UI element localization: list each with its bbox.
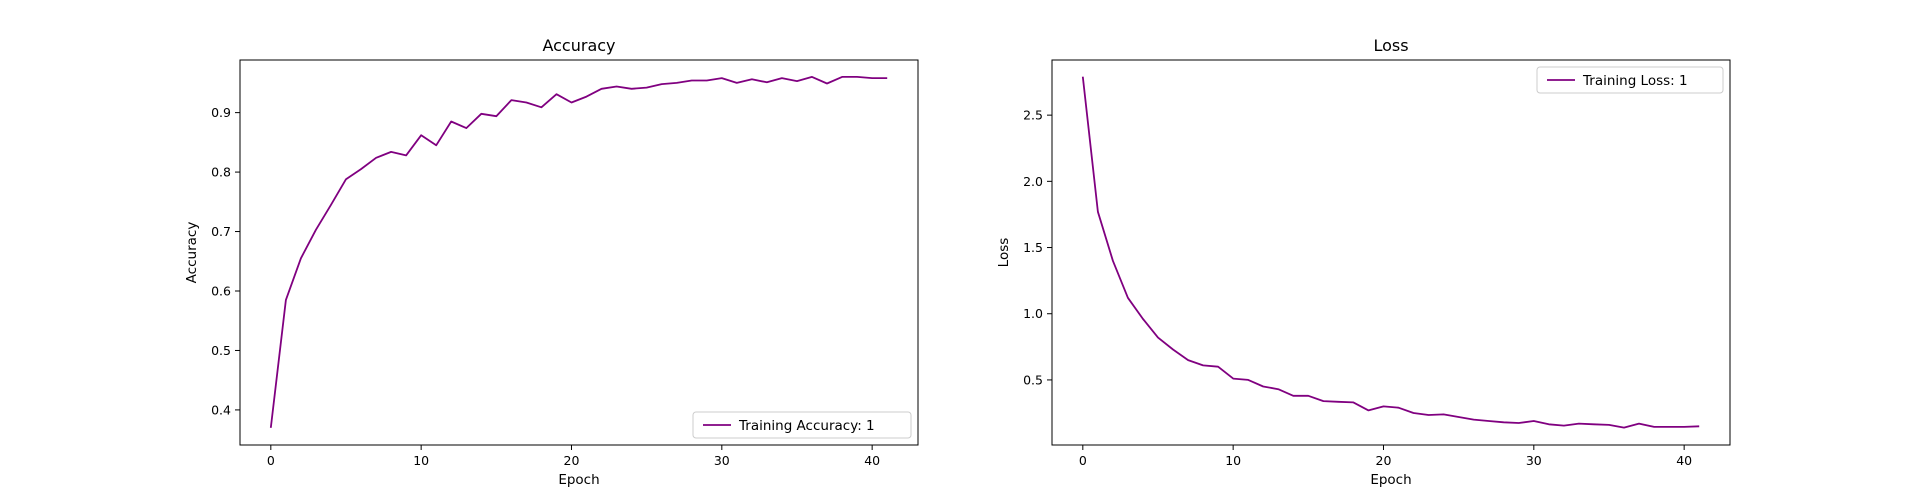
legend-label: Training Loss: 1: [1582, 73, 1688, 89]
legend-box: [1536, 66, 1724, 94]
x-tick-label: 0: [267, 453, 275, 468]
chart-title: Accuracy: [542, 36, 615, 55]
y-tick-label: 2.0: [1023, 174, 1043, 189]
series-line: [269, 76, 888, 428]
x-tick-label: 10: [1225, 453, 1241, 468]
x-tick-label: 40: [1676, 453, 1692, 468]
y-tick-label: 2.5: [1023, 108, 1043, 123]
y-tick-label: 1.5: [1023, 240, 1043, 255]
x-tick-label: 0: [1079, 453, 1087, 468]
x-tick-label: 20: [564, 453, 580, 468]
y-tick-label: 0.7: [211, 224, 231, 239]
x-axis-label: Epoch: [1370, 472, 1411, 488]
series-line: [1081, 76, 1700, 429]
x-axis-label: Epoch: [558, 472, 599, 488]
y-axis-label: Accuracy: [184, 222, 200, 284]
x-tick-label: 20: [1376, 453, 1392, 468]
x-tick-label: 30: [714, 453, 730, 468]
plot-frame: [239, 59, 919, 446]
plot-frame: [1051, 59, 1731, 446]
chart-title: Loss: [1373, 36, 1408, 55]
x-tick-label: 30: [1526, 453, 1542, 468]
y-tick-label: 0.9: [211, 105, 231, 120]
loss-chart: Loss 0 10 20 30 40 0.5 1.0 1.5 2.0 2.5 Epoch Loss Tra…: [996, 36, 1731, 488]
y-tick-label: 1.0: [1023, 306, 1043, 321]
y-axis-label: Loss: [996, 238, 1012, 268]
y-tick-label: 0.5: [1023, 372, 1043, 387]
y-tick-label: 0.5: [211, 343, 231, 358]
x-tick-label: 10: [413, 453, 429, 468]
y-tick-label: 0.6: [211, 284, 231, 299]
y-tick-label: 0.4: [211, 402, 231, 417]
x-tick-label: 40: [864, 453, 880, 468]
accuracy-chart: Accuracy 0 10 20 30 40 0.4 0.5 0.6 0.7 0.8 0.9 Epoch…: [184, 36, 919, 488]
legend-box: [692, 411, 912, 439]
legend-label: Training Accuracy: 1: [738, 418, 875, 434]
y-tick-label: 0.8: [211, 165, 231, 180]
